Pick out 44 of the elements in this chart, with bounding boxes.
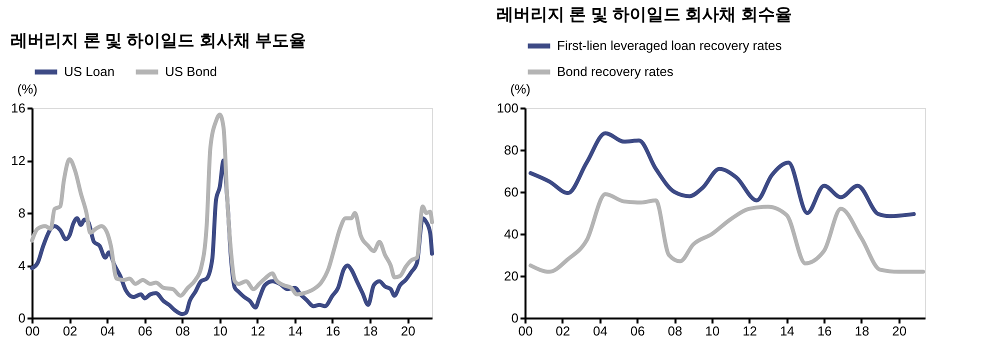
y-tick-label: 60 bbox=[504, 184, 518, 200]
x-tick-label: 10 bbox=[213, 324, 228, 338]
line-series bbox=[528, 192, 926, 274]
x-tick-label: 10 bbox=[705, 324, 720, 338]
x-tick-label: 00 bbox=[518, 324, 533, 338]
legend-label: US Loan bbox=[64, 64, 115, 79]
y-tick-label: 16 bbox=[11, 100, 26, 116]
y-tick-label: 0 bbox=[511, 310, 518, 326]
x-tick-label: 04 bbox=[100, 324, 115, 338]
x-tick-label: 06 bbox=[630, 324, 645, 338]
x-tick-label: 12 bbox=[250, 324, 266, 338]
chart-title: 레버리지 론 및 하이일드 회사채 부도율 bbox=[10, 31, 306, 50]
x-tick-label: 00 bbox=[25, 324, 40, 338]
line-series bbox=[30, 112, 434, 298]
chart-title: 레버리지 론 및 하이일드 회사채 회수율 bbox=[496, 5, 792, 24]
legend-label: US Bond bbox=[165, 64, 218, 79]
x-tick-label: 16 bbox=[817, 324, 832, 338]
x-tick-label: 18 bbox=[854, 324, 870, 338]
y-tick-label: 12 bbox=[11, 153, 26, 168]
y-tick-label: 8 bbox=[18, 206, 26, 220]
x-tick-label: 06 bbox=[138, 324, 152, 338]
x-tick-label: 02 bbox=[62, 324, 78, 338]
y-tick-label: 80 bbox=[504, 142, 518, 158]
x-tick-label: 14 bbox=[288, 324, 303, 338]
y-tick-label: 4 bbox=[18, 258, 26, 273]
x-tick-label: 08 bbox=[176, 324, 190, 338]
x-tick-label: 16 bbox=[326, 324, 340, 338]
x-tick-label: 02 bbox=[556, 324, 570, 338]
x-tick-label: 08 bbox=[668, 324, 682, 338]
y-tick-label: 100 bbox=[496, 100, 518, 116]
x-tick-label: 20 bbox=[892, 324, 907, 338]
y-axis-title: (%) bbox=[17, 82, 38, 96]
line-series bbox=[528, 131, 916, 218]
x-tick-label: 12 bbox=[742, 324, 758, 338]
x-tick-label: 20 bbox=[400, 324, 416, 338]
y-tick-label: 20 bbox=[504, 268, 518, 284]
x-tick-label: 14 bbox=[780, 324, 794, 338]
y-axis-title: (%) bbox=[510, 82, 530, 96]
legend-label: First-lien leveraged loan recovery rates bbox=[557, 38, 782, 53]
y-tick-label: 40 bbox=[504, 226, 518, 242]
legend-label: Bond recovery rates bbox=[557, 64, 674, 79]
x-tick-label: 04 bbox=[593, 324, 608, 338]
x-tick-label: 18 bbox=[363, 324, 378, 338]
y-tick-label: 0 bbox=[18, 310, 26, 326]
